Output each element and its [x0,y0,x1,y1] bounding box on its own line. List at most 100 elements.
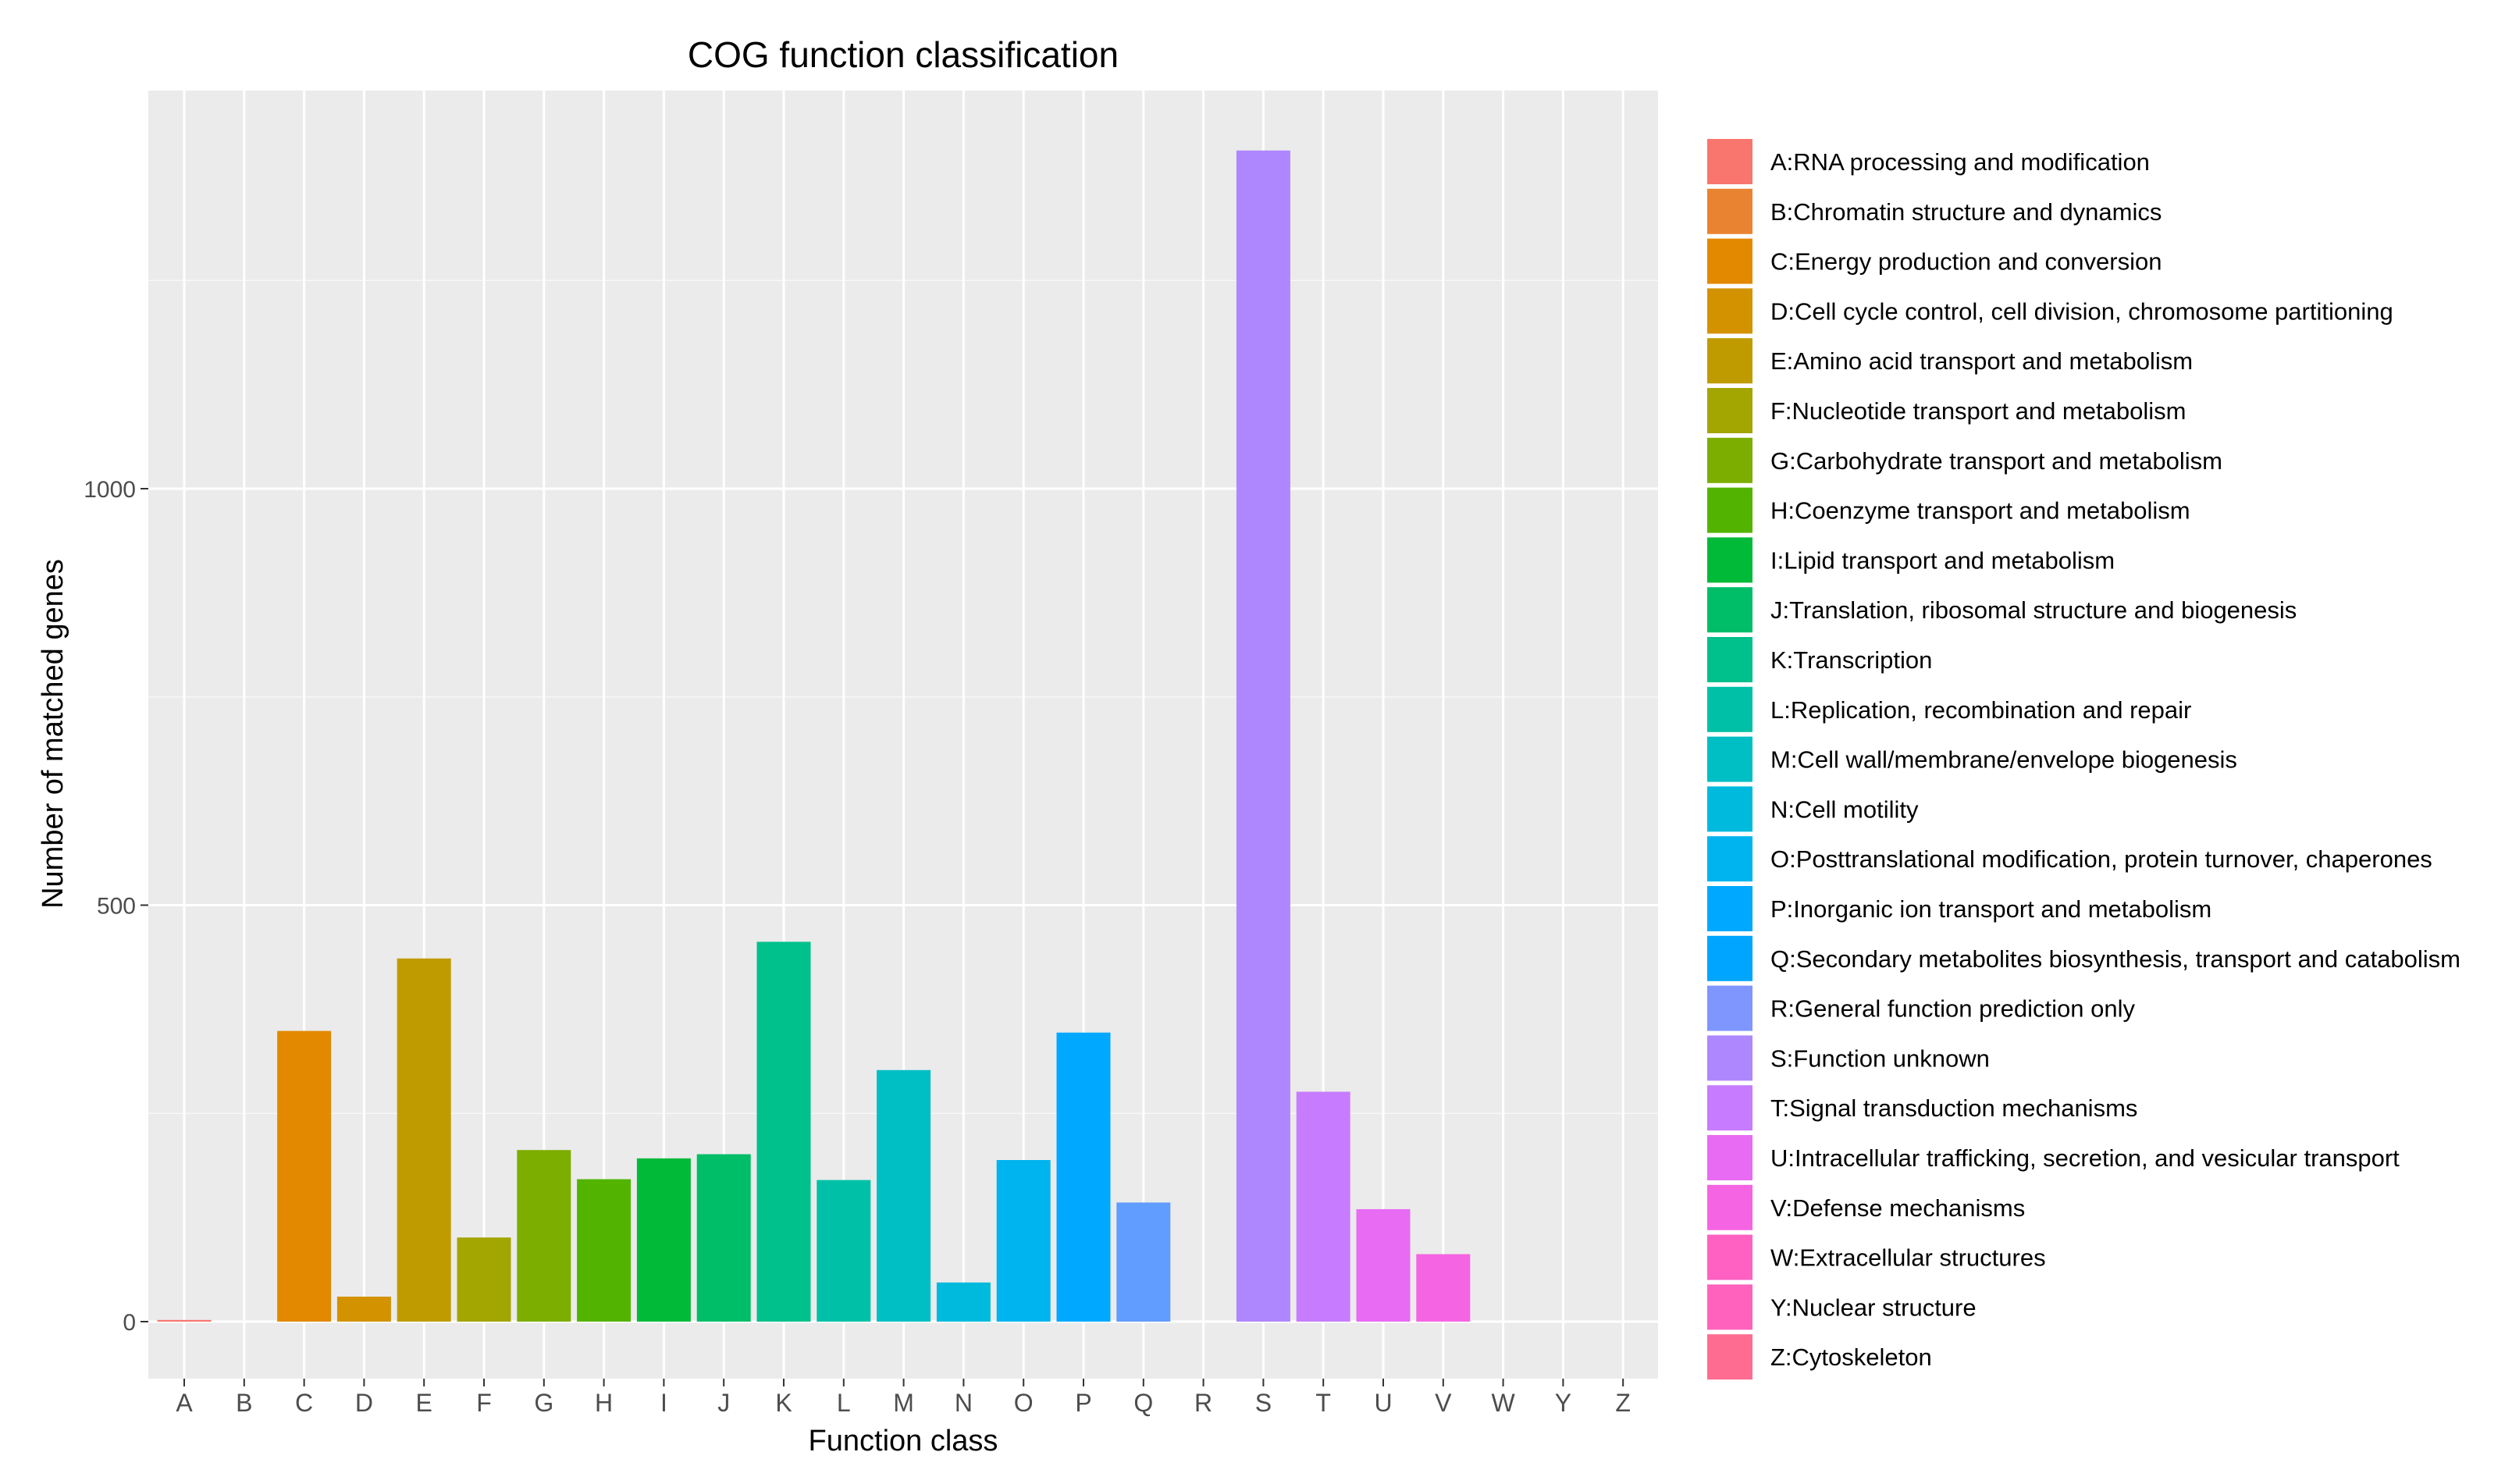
legend-key [1706,635,1754,684]
legend-label: N:Cell motility [1770,795,1919,823]
bar-N [936,1282,991,1322]
bar-I [636,1158,691,1322]
x-tick-label: L [837,1389,851,1417]
chart-title: COG function classification [688,34,1119,75]
y-tick-label: 0 [123,1310,136,1336]
y-tick-label: 500 [97,894,136,920]
x-tick-label: C [295,1389,313,1417]
bars [157,150,1471,1322]
legend-label: H:Coenzyme transport and metabolism [1770,497,2190,525]
bar-M [877,1069,931,1322]
legend-label: B:Chromatin structure and dynamics [1770,198,2162,226]
legend-key [1706,137,1754,186]
legend-key [1706,237,1754,286]
bar-E [397,958,451,1322]
bar-D [336,1296,391,1322]
bar-Q [1116,1202,1171,1322]
bar-U [1356,1208,1411,1322]
x-tick-label: O [1014,1389,1034,1417]
legend-key [1706,1233,1754,1282]
legend-key [1706,984,1754,1033]
x-tick-label: E [416,1389,432,1417]
x-tick-label: I [660,1389,667,1417]
legend-key [1706,785,1754,834]
x-tick-label: K [775,1389,792,1417]
legend-key [1706,884,1754,933]
legend-key [1706,585,1754,635]
bar-G [517,1150,571,1322]
legend-label: J:Translation, ribosomal structure and b… [1770,596,2297,624]
bar-K [756,941,811,1322]
legend-label: W:Extracellular structures [1770,1244,2046,1272]
legend-key [1706,1034,1754,1083]
legend-key [1706,835,1754,884]
legend-key [1706,436,1754,485]
bar-P [1056,1032,1111,1322]
x-tick-label: W [1491,1389,1515,1417]
y-axis: 0 500 1000 [84,477,148,1336]
bar-J [696,1154,751,1322]
legend-label: I:Lipid transport and metabolism [1770,546,2115,574]
legend-key [1706,1283,1754,1332]
x-tick-label: M [893,1389,914,1417]
bar-L [817,1180,871,1322]
legend-label: U:Intracellular trafficking, secretion, … [1770,1144,2400,1172]
x-axis-title: Function class [809,1425,998,1457]
legend-label: Y:Nuclear structure [1770,1294,1977,1321]
legend-key [1706,336,1754,386]
legend-key [1706,486,1754,535]
bar-H [577,1179,632,1322]
bar-C [277,1030,332,1322]
bar-T [1296,1091,1350,1322]
x-tick-label: J [717,1389,730,1417]
legend-key [1706,1133,1754,1182]
bar-V [1416,1254,1471,1322]
x-tick-label: A [176,1389,193,1417]
x-tick-label: Z [1615,1389,1631,1417]
x-tick-label: F [476,1389,492,1417]
x-tick-label: G [534,1389,553,1417]
x-tick-label: N [955,1389,973,1417]
legend-label: D:Cell cycle control, cell division, chr… [1770,297,2393,325]
legend-label: A:RNA processing and modification [1770,148,2150,176]
x-tick-label: H [595,1389,613,1417]
legend-key [1706,1183,1754,1232]
legend-label: S:Function unknown [1770,1044,1990,1072]
x-tick-label: U [1374,1389,1392,1417]
legend-key [1706,934,1754,983]
x-tick-label: Q [1133,1389,1153,1417]
legend-key [1706,1084,1754,1133]
legend-label: Q:Secondary metabolites biosynthesis, tr… [1770,945,2461,973]
bar-S [1236,150,1290,1322]
legend-key [1706,1333,1754,1382]
legend-key [1706,386,1754,435]
legend-label: R:General function prediction only [1770,995,2135,1023]
legend-label: E:Amino acid transport and metabolism [1770,347,2193,375]
legend-label: G:Carbohydrate transport and metabolism [1770,447,2222,475]
legend-label: O:Posttranslational modification, protei… [1770,845,2432,873]
x-tick-label: D [355,1389,373,1417]
legend-label: M:Cell wall/membrane/envelope biogenesis [1770,746,2237,774]
legend-label: F:Nucleotide transport and metabolism [1770,397,2186,425]
x-tick-label: T [1315,1389,1331,1417]
legend-key [1706,735,1754,784]
y-tick-label: 1000 [84,477,136,503]
legend-label: L:Replication, recombination and repair [1770,696,2191,724]
legend-label: T:Signal transduction mechanisms [1770,1094,2137,1122]
legend-label: V:Defense mechanisms [1770,1194,2025,1222]
x-tick-label: S [1255,1389,1272,1417]
bar-A [157,1319,212,1322]
bar-O [996,1160,1051,1322]
legend-key [1706,286,1754,336]
legend-label: P:Inorganic ion transport and metabolism [1770,895,2211,923]
legend-label: C:Energy production and conversion [1770,248,2162,276]
y-axis-title: Number of matched genes [37,559,69,909]
x-tick-label: R [1194,1389,1212,1417]
legend-key [1706,536,1754,585]
bar-F [457,1237,511,1322]
x-tick-label: V [1435,1389,1452,1417]
legend-key [1706,187,1754,236]
x-tick-label: Y [1555,1389,1571,1417]
